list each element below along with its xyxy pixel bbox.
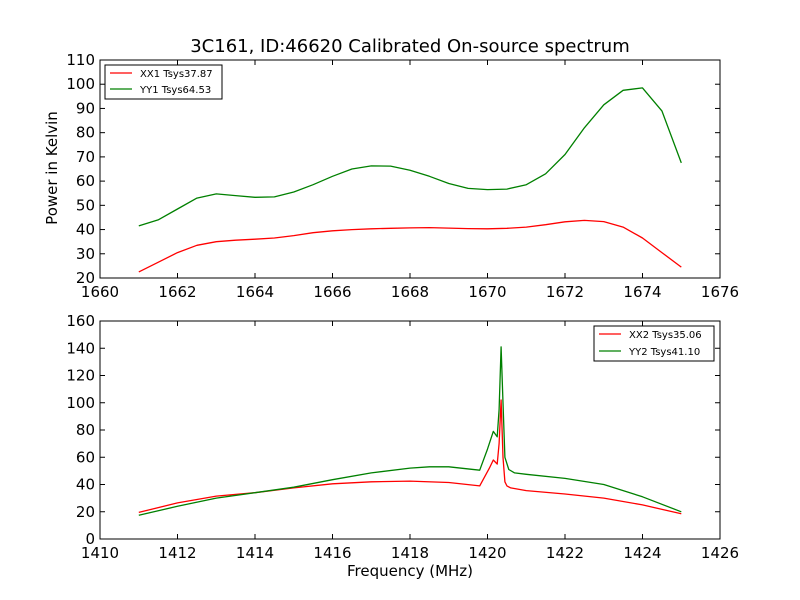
top-x-tick-label: 1674: [623, 283, 661, 301]
bottom-y-tick-label: 120: [66, 367, 95, 385]
bottom-y-tick-label: 20: [76, 503, 95, 521]
top-y-tick-label: 50: [76, 196, 95, 214]
top-series-line-xx: [138, 219, 682, 273]
bottom-x-tick-label: 1426: [701, 544, 739, 562]
bottom-y-tick-label: 100: [66, 394, 95, 412]
bottom-y-tick-label: 0: [85, 530, 95, 548]
bottom-plot-frame: [99, 320, 721, 540]
bottom-x-tick-label: 1422: [546, 544, 584, 562]
top-plot-frame: [99, 59, 721, 279]
top-y-tick-label: 70: [76, 148, 95, 166]
top-panel: 3C161, ID:46620 Calibrated On-source spe…: [43, 36, 739, 301]
top-x-tick-label: 1672: [546, 283, 584, 301]
top-x-tick-label: 1670: [468, 283, 506, 301]
top-x-tick-label: 1664: [236, 283, 274, 301]
bottom-legend-label-yy2: YY2 Tsys41.10: [628, 347, 700, 358]
top-y-tick-label: 40: [76, 221, 95, 239]
top-series-lines: [138, 87, 682, 273]
bottom-axis-ticks: 1410 1412 1414 1416 1418 1420 1422 1424 1426 0 20 4…: [66, 312, 739, 562]
bottom-legend-box: [593, 325, 715, 362]
bottom-y-tick-label: 140: [66, 339, 95, 357]
bottom-x-tick-label: 1410: [81, 544, 119, 562]
top-legend-label-yy1: YY1 Tsys64.53: [139, 85, 211, 96]
bottom-x-tick-label: 1412: [158, 544, 196, 562]
top-x-tick-label: 1666: [313, 283, 351, 301]
bottom-legend: XX2 Tsys35.06 YY2 Tsys41.10: [593, 325, 715, 362]
top-axis-ticks: 1660 1662 1664 1666 1668 1670 1672 1674 1676 20 30…: [66, 51, 739, 301]
top-x-tick-label: 1662: [158, 283, 196, 301]
top-x-tick-label: 1676: [701, 283, 739, 301]
top-y-tick-label: 20: [76, 269, 95, 287]
top-y-tick-label: 80: [76, 124, 95, 142]
bottom-y-tick-label: 60: [76, 448, 95, 466]
bottom-x-tick-label: 1414: [236, 544, 274, 562]
chart-title: 3C161, ID:46620 Calibrated On-source spe…: [190, 36, 630, 57]
bottom-panel: Frequency (MHz) 1410 1412 1414 1416 1418 1420…: [66, 312, 739, 580]
top-y-tick-label: 90: [76, 99, 95, 117]
bottom-y-tick-label: 80: [76, 421, 95, 439]
top-x-tick-label: 1668: [391, 283, 429, 301]
bottom-y-tick-label: 160: [66, 312, 95, 330]
bottom-x-axis-label: Frequency (MHz): [347, 562, 473, 580]
bottom-y-tick-label: 40: [76, 476, 95, 494]
bottom-legend-label-xx2: XX2 Tsys35.06: [629, 330, 702, 341]
bottom-x-tick-label: 1418: [391, 544, 429, 562]
top-y-tick-label: 110: [66, 51, 95, 69]
top-x-tick-label: 1660: [81, 283, 119, 301]
top-legend-box: [104, 64, 223, 100]
bottom-series-lines: [138, 346, 682, 516]
bottom-x-tick-label: 1424: [623, 544, 661, 562]
bottom-x-tick-label: 1420: [468, 544, 506, 562]
top-y-axis-label: Power in Kelvin: [43, 111, 61, 225]
top-legend-label-xx1: XX1 Tsys37.87: [140, 69, 213, 80]
top-y-tick-label: 60: [76, 172, 95, 190]
bottom-series-line-yy: [138, 346, 682, 516]
top-y-tick-label: 100: [66, 75, 95, 93]
top-series-line-yy: [138, 87, 682, 227]
top-y-tick-label: 30: [76, 245, 95, 263]
bottom-x-tick-label: 1416: [313, 544, 351, 562]
top-legend: XX1 Tsys37.87 YY1 Tsys64.53: [104, 64, 223, 100]
